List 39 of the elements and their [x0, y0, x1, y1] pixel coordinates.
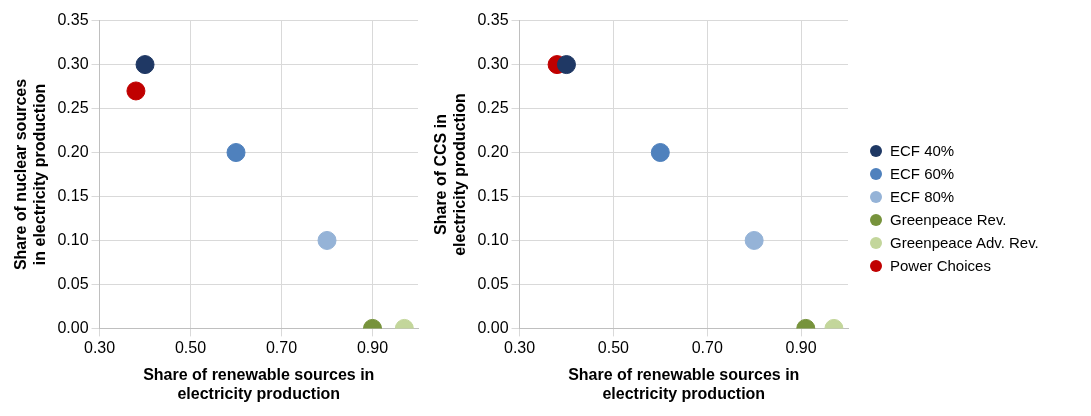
x-tick-label: 0.70: [691, 339, 723, 357]
legend-label: ECF 40%: [890, 142, 955, 159]
legend-label: Greenpeace Adv. Rev.: [890, 234, 1039, 251]
legend-label: ECF 60%: [890, 165, 955, 182]
y-tick-label: 0.00: [57, 318, 89, 336]
y-tick-label: 0.00: [477, 318, 509, 336]
point: [226, 143, 246, 163]
x-tick-label: 0.50: [597, 339, 630, 357]
x-tick-label: 0.30: [503, 339, 536, 357]
point: [556, 55, 576, 75]
x-tick-label: 0.90: [785, 339, 817, 357]
y-tick-label: 0.05: [477, 274, 509, 292]
legend-label: Greenpeace Rev.: [890, 211, 1007, 228]
y-tick-label: 0.30: [477, 54, 509, 72]
y-axis-title: Share of nuclear sources in electricity production: [12, 78, 49, 271]
y-tick-label: 0.05: [57, 274, 89, 292]
point: [135, 55, 155, 75]
point: [126, 81, 146, 101]
x-axis-title: Share of renewable sources in electricity production: [568, 365, 800, 402]
y-tick-label: 0.15: [477, 186, 509, 204]
x-tick-label: 0.90: [356, 339, 389, 357]
y-tick-label: 0.35: [477, 11, 509, 29]
y-tick-label: 0.20: [477, 142, 509, 160]
y-tick-label: 0.35: [57, 11, 89, 29]
legend-label: Power Choices: [890, 257, 991, 274]
y-axis-title: Share of CCS in electricity production: [432, 93, 469, 256]
x-tick-label: 0.30: [83, 339, 116, 357]
point: [650, 143, 670, 163]
y-tick-label: 0.20: [57, 142, 89, 160]
x-axis-title: Share of renewable sources in electricity production: [143, 365, 375, 402]
y-tick-label: 0.10: [57, 230, 89, 248]
y-tick-label: 0.10: [477, 230, 509, 248]
legend-label: ECF 80%: [890, 188, 955, 205]
y-tick-label: 0.25: [57, 98, 89, 116]
x-tick-label: 0.70: [265, 339, 298, 357]
x-tick-label: 0.50: [174, 339, 207, 357]
y-tick-label: 0.30: [57, 54, 89, 72]
y-tick-label: 0.15: [57, 186, 89, 204]
y-tick-label: 0.25: [477, 98, 509, 116]
